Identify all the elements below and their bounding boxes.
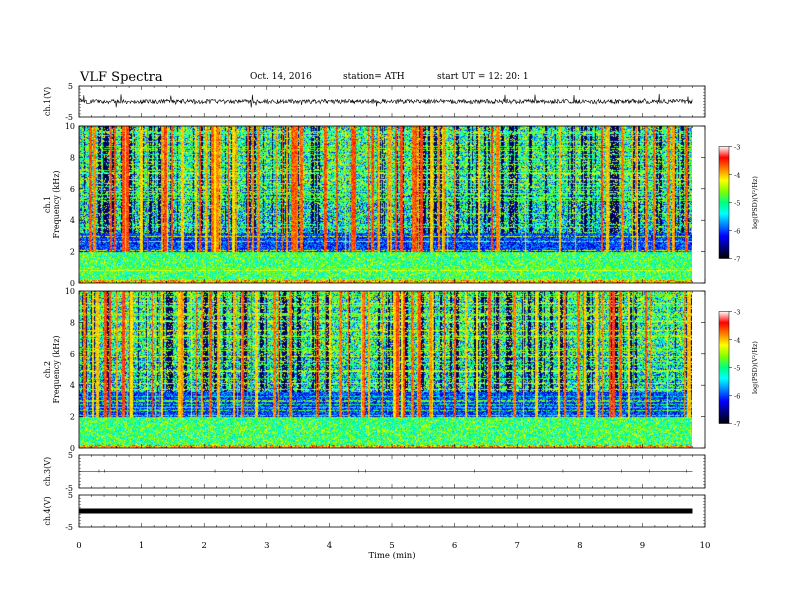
colorbar-tick-label: -6	[734, 228, 740, 236]
channel-label: ch.2	[43, 361, 52, 378]
colorbar-label: log(PSD)(V²/Hz)	[751, 176, 759, 229]
channel-label: ch.1	[43, 196, 52, 213]
x-tick-label: 3	[264, 541, 269, 551]
y-tick-label: -5	[65, 484, 73, 493]
channel-axis-label: ch.1(V)	[43, 87, 52, 116]
y-tick-label: 6	[70, 185, 75, 194]
spectrogram-image	[79, 291, 692, 448]
x-tick-label: 2	[201, 541, 206, 551]
y-tick-label: -5	[65, 523, 73, 532]
colorbar-tick-label: -5	[734, 200, 740, 208]
x-tick-label: 0	[76, 541, 81, 551]
channel-axis-label: ch.3(V)	[43, 457, 52, 486]
y-tick-label: 8	[70, 318, 75, 327]
x-tick-label: 6	[452, 541, 457, 551]
y-tick-label: 10	[65, 287, 75, 296]
x-axis-label: Time (min)	[368, 550, 415, 561]
y-tick-label: 4	[70, 381, 75, 390]
y-tick-label: 2	[70, 248, 75, 257]
colorbar-tick-label: -6	[734, 393, 740, 401]
chart-title: VLF Spectra	[80, 70, 163, 85]
x-tick-label: 5	[389, 541, 394, 551]
y-tick-label: 6	[70, 350, 75, 359]
y-tick-label: 8	[70, 153, 75, 162]
colorbar-tick-label: -3	[734, 309, 740, 317]
x-tick-label: 4	[327, 541, 332, 551]
x-tick-label: 9	[640, 541, 645, 551]
x-tick-label: 7	[514, 541, 519, 551]
station-label: station= ATH	[343, 72, 405, 82]
colorbar-label: log(PSD)(V²/Hz)	[751, 341, 759, 394]
start-time-label: start UT = 12: 20: 1	[437, 72, 529, 82]
frequency-axis-label: Frequency (kHz)	[52, 335, 61, 403]
colorbar-tick-label: -5	[734, 365, 740, 373]
y-tick-label: 0	[70, 444, 75, 453]
channel-axis-label: ch.4(V)	[43, 496, 52, 525]
date-label: Oct. 14, 2016	[250, 72, 312, 82]
x-tick-label: 1	[139, 541, 144, 551]
ch1-trace	[78, 93, 693, 108]
colorbar	[718, 146, 730, 259]
spectrogram-image	[79, 126, 692, 283]
colorbar-tick-label: -4	[734, 337, 740, 345]
y-tick-label: 5	[68, 451, 73, 460]
y-tick-label: 5	[68, 82, 73, 91]
colorbar	[718, 311, 730, 424]
y-tick-label: 10	[65, 122, 75, 131]
colorbar-tick-label: -3	[734, 144, 740, 152]
colorbar-tick-label: -4	[734, 172, 740, 180]
frequency-axis-label: Frequency (kHz)	[52, 170, 61, 238]
colorbar-tick-label: -7	[734, 421, 740, 429]
y-tick-label: 2	[70, 413, 75, 422]
y-tick-label: 0	[70, 279, 75, 288]
x-tick-label: 8	[577, 541, 582, 551]
y-tick-label: 4	[70, 216, 75, 225]
colorbar-tick-label: -7	[734, 256, 740, 264]
x-tick-label: 10	[700, 541, 711, 551]
y-tick-label: -5	[65, 113, 73, 122]
y-tick-label: 5	[68, 491, 73, 500]
